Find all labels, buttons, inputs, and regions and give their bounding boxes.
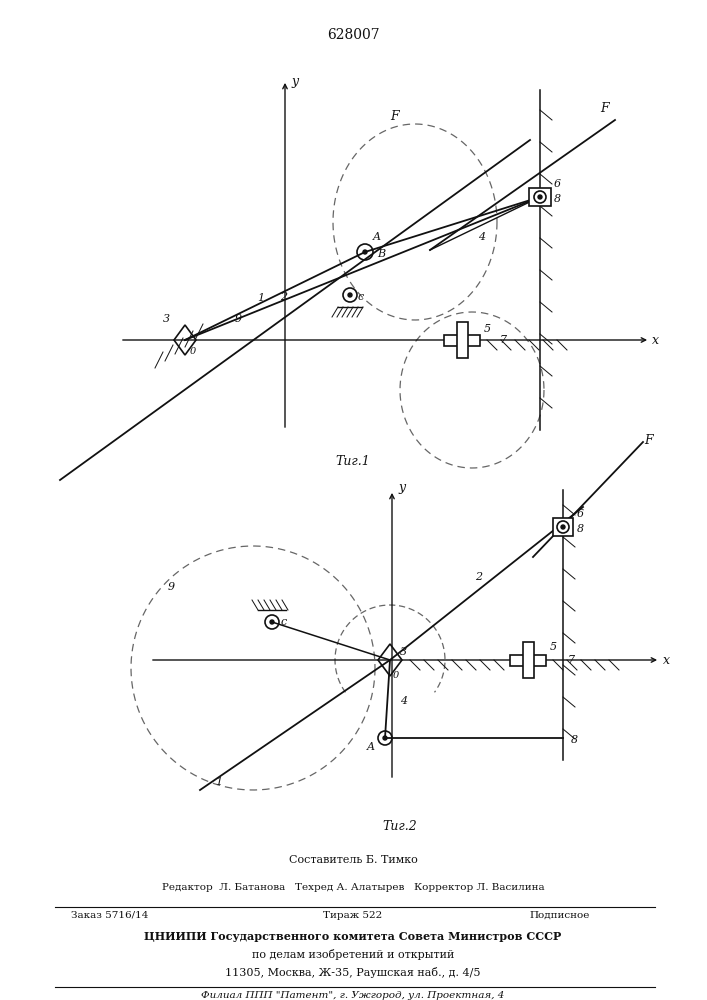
- Text: B: B: [377, 249, 385, 259]
- Bar: [510, 654, 546, 666]
- Text: Τиг.2: Τиг.2: [382, 820, 417, 833]
- Text: y: y: [291, 76, 298, 89]
- Text: 8: 8: [577, 524, 584, 534]
- Text: y: y: [399, 482, 406, 494]
- Text: 1: 1: [215, 777, 222, 787]
- Bar: [522, 642, 534, 678]
- Text: 3: 3: [400, 647, 407, 657]
- Text: 4: 4: [400, 696, 407, 706]
- Text: x: x: [662, 654, 670, 666]
- Text: 5: 5: [484, 324, 491, 334]
- Text: A: A: [373, 232, 381, 242]
- Bar: [444, 334, 480, 346]
- Circle shape: [363, 250, 367, 254]
- Circle shape: [561, 525, 565, 529]
- Text: 6: 6: [577, 509, 584, 519]
- Text: ЦНИИПИ Государственного комитета Совета Министров СССР: ЦНИИПИ Государственного комитета Совета …: [144, 931, 561, 942]
- Bar: [529, 188, 551, 206]
- Bar: [553, 518, 573, 536]
- Text: A: A: [367, 742, 375, 752]
- Text: Τиг.1: Τиг.1: [336, 455, 370, 468]
- Text: 0: 0: [190, 347, 197, 356]
- Text: Филиал ППП "Патент", г. Ужгород, ул. Проектная, 4: Филиал ППП "Патент", г. Ужгород, ул. Про…: [201, 991, 505, 1000]
- Text: 628007: 628007: [327, 28, 380, 42]
- Text: 7: 7: [568, 655, 575, 665]
- Circle shape: [348, 293, 352, 297]
- Text: 0: 0: [393, 671, 399, 680]
- Text: по делам изобретений и открытий: по делам изобретений и открытий: [252, 949, 454, 960]
- Text: 3: 3: [163, 314, 170, 324]
- Circle shape: [383, 736, 387, 740]
- Circle shape: [538, 195, 542, 199]
- Text: Подписное: Подписное: [530, 911, 590, 920]
- Text: Редактор  Л. Батанова   Техред А. Алатырев   Корректор Л. Василина: Редактор Л. Батанова Техред А. Алатырев …: [162, 883, 544, 892]
- Text: F: F: [644, 434, 653, 447]
- Text: Тираж 522: Тираж 522: [323, 911, 382, 920]
- Text: Заказ 5716/14: Заказ 5716/14: [71, 911, 148, 920]
- Text: 11305, Москва, Ж-35, Раушская наб., д. 4/5: 11305, Москва, Ж-35, Раушская наб., д. 4…: [226, 967, 481, 978]
- Text: c: c: [281, 617, 287, 627]
- Text: F: F: [390, 110, 399, 123]
- Text: 1: 1: [257, 293, 264, 303]
- Circle shape: [270, 620, 274, 624]
- Text: 4: 4: [478, 232, 485, 242]
- Text: x: x: [651, 334, 658, 347]
- Text: 7: 7: [500, 335, 507, 345]
- Text: 2: 2: [475, 572, 482, 582]
- Text: 5: 5: [550, 642, 557, 652]
- Text: 6: 6: [554, 179, 561, 189]
- Text: 8: 8: [571, 735, 578, 745]
- Text: 9: 9: [168, 582, 175, 592]
- Text: c: c: [358, 292, 364, 302]
- Text: F: F: [600, 102, 609, 115]
- Text: Составитель Б. Тимко: Составитель Б. Тимко: [288, 855, 417, 865]
- Bar: [457, 322, 467, 358]
- Text: 8: 8: [554, 194, 561, 204]
- Text: 2: 2: [280, 292, 287, 302]
- Text: 9: 9: [235, 314, 242, 324]
